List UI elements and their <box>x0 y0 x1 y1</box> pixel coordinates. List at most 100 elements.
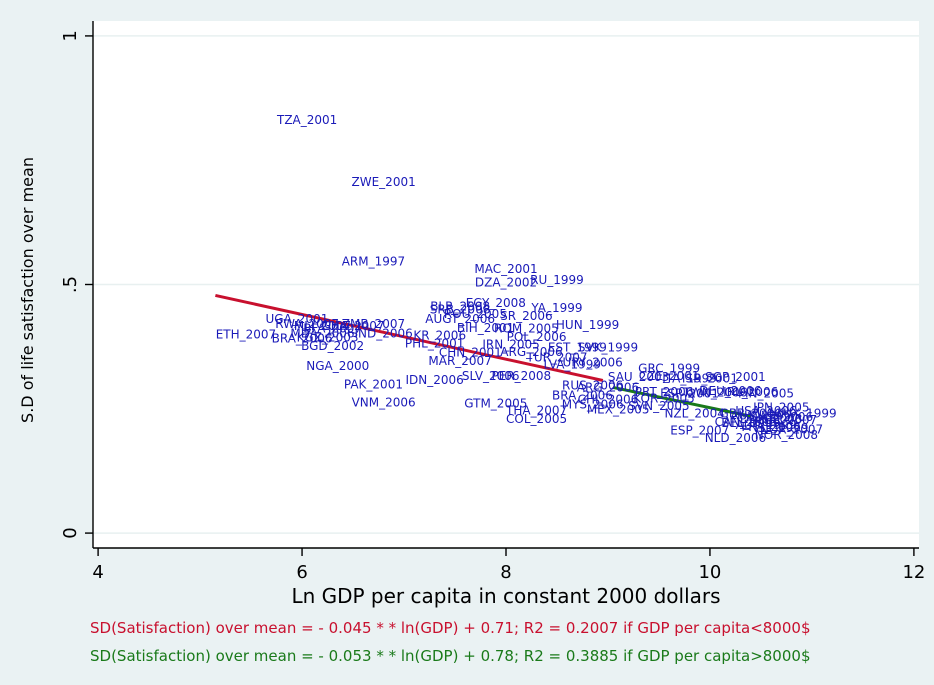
point-label: NLD_2006 <box>705 431 766 445</box>
point-label: ITA_1999 <box>662 371 717 385</box>
y-tick-label: .5 <box>60 276 81 293</box>
point-label: GBR_2006 <box>720 406 782 420</box>
point-label: TUR_2007 <box>525 351 587 365</box>
point-label: ISR_2001 <box>682 371 738 385</box>
point-label: ESP_2001 <box>660 386 719 400</box>
point-label: IRN_2005 <box>482 338 539 352</box>
point-label: RU_1999 <box>530 273 584 287</box>
point-label: TZA_2001 <box>276 113 337 127</box>
axes: 4 6 8 10 12 0 .5 1 <box>60 21 925 583</box>
point-label: ARG_2006 <box>577 380 639 394</box>
point-label: SVN_2005 <box>628 399 689 413</box>
point-label: SLV_2006 <box>462 369 520 383</box>
fit-equation-high-gdp: SD(Satisfaction) over mean = - 0.053 * *… <box>90 647 810 665</box>
point-label: ROU_2005 <box>444 307 507 321</box>
point-label: COL_2005 <box>506 412 567 426</box>
point-label: EGY_2008 <box>466 296 526 310</box>
point-label: NZL_2004 <box>664 406 724 420</box>
point-label: MAC_2001 <box>474 262 537 276</box>
point-label: RWA_2007 <box>275 317 339 331</box>
point-label: BLR_2008 <box>430 299 490 313</box>
point-label: PER_2008 <box>491 369 551 383</box>
point-label: MLI_2007 <box>294 319 351 333</box>
point-label: CAN_2006 <box>715 415 777 429</box>
point-label: URY_2006 <box>563 356 623 370</box>
point-label: BIH_2001 <box>457 321 514 335</box>
point-label: ESP_2007 <box>670 424 729 438</box>
point-label: ZWE_2001 <box>352 175 416 189</box>
point-label: FIN_2005 <box>738 386 794 400</box>
x-axis-label: Ln GDP per capita in constant 2000 dolla… <box>291 584 720 608</box>
point-label: MDA_2006 <box>290 327 354 341</box>
point-label: HUN_1999 <box>556 318 619 332</box>
point-label: FRA_2006 <box>741 420 801 434</box>
point-label: JPN_2005 <box>752 400 809 414</box>
point-label: AUS_2005 <box>730 408 791 422</box>
point-label: ETH_2007 <box>216 328 276 342</box>
x-tick-label: 4 <box>92 562 103 583</box>
point-label: GHA_2007 <box>321 319 384 333</box>
point-label: PHL_2001 <box>405 337 464 351</box>
y-tick-label: 0 <box>60 527 81 538</box>
point-label: USA_2006 <box>735 404 796 418</box>
point-label: PRT_2006 <box>635 385 694 399</box>
point-label: SGP_2001 <box>705 370 766 384</box>
fit-line-2 <box>612 385 752 418</box>
fit-lines <box>215 293 752 418</box>
point-label: RUS_2006 <box>562 378 623 392</box>
fit-line-1 <box>215 293 604 382</box>
point-label: LVA_1999 <box>544 358 602 372</box>
point-label: YA_1999 <box>530 301 582 315</box>
point-label: CHE_2007 <box>756 413 818 427</box>
point-label: BGD_2002 <box>301 339 364 353</box>
point-label: TWN_2006 <box>682 385 748 399</box>
point-label: LUX_1999 <box>777 406 837 420</box>
point-label: GTM_2005 <box>464 396 527 410</box>
point-label: SVK_1999 <box>578 341 638 355</box>
point-label: BRA_2006 <box>272 332 333 346</box>
point-label: DZA_2002 <box>475 276 537 290</box>
point-label: IRL_2006 <box>723 385 778 399</box>
fit-equation-low-gdp: SD(Satisfaction) over mean = - 0.045 * *… <box>90 619 810 637</box>
x-tick-label: 8 <box>500 562 511 583</box>
point-label: NOR_2008 <box>755 428 818 442</box>
x-tick-label: 10 <box>698 562 721 583</box>
point-label: SR_2006 <box>500 309 553 323</box>
point-label: KR_2006 <box>413 329 466 343</box>
point-label: AUGT_2006 <box>425 312 495 326</box>
point-label: EST_1999 <box>548 341 607 355</box>
point-label: CHN_2001 <box>439 346 502 360</box>
point-label: NOR_2007 <box>760 423 823 437</box>
point-label: CZE_2001 <box>639 369 700 383</box>
point-label: PAK_2001 <box>344 377 403 391</box>
x-tick-label: 12 <box>902 562 925 583</box>
point-label: NGA_2000 <box>306 359 369 373</box>
point-label: AUT_1999 <box>736 418 797 432</box>
point-label: ARG_2006 <box>500 345 562 359</box>
point-label: IND_2006 <box>354 327 412 341</box>
point-label: SRB_2008 <box>430 302 491 316</box>
point-label: MYS_2006 <box>562 397 624 411</box>
point-label: SWE_2006 <box>750 410 814 424</box>
data-points: TZA_2001 ZWE_2001 ARM_1997 MAC_2001DZA_2002… <box>216 113 837 445</box>
point-label: ISL_1999 <box>754 421 808 435</box>
point-label: BEL_1999 <box>721 416 780 430</box>
point-label: THA_2007 <box>505 403 567 417</box>
point-label: CHL_2006 <box>578 392 639 406</box>
point-label: BRA_2006 <box>552 388 613 402</box>
point-label: KOR_2005 <box>633 391 695 405</box>
point-label: UGA_2001 <box>266 312 329 326</box>
point-label: MEX_2005 <box>587 402 650 416</box>
point-label: IDN_2006 <box>405 373 463 387</box>
point-label: ZMB_2007 <box>342 317 405 331</box>
point-label: ROM_2005 <box>494 322 559 336</box>
point-label: KGZ_2003 <box>297 331 359 345</box>
point-label: ARM_1997 <box>342 255 405 269</box>
point-label: VNM_2006 <box>352 395 416 409</box>
grid-lines <box>93 35 919 534</box>
point-label: MAR_2007 <box>428 354 491 368</box>
point-label: GRC_1999 <box>638 362 700 376</box>
y-axis-label: S.D of life satisfaction over mean <box>18 157 37 423</box>
